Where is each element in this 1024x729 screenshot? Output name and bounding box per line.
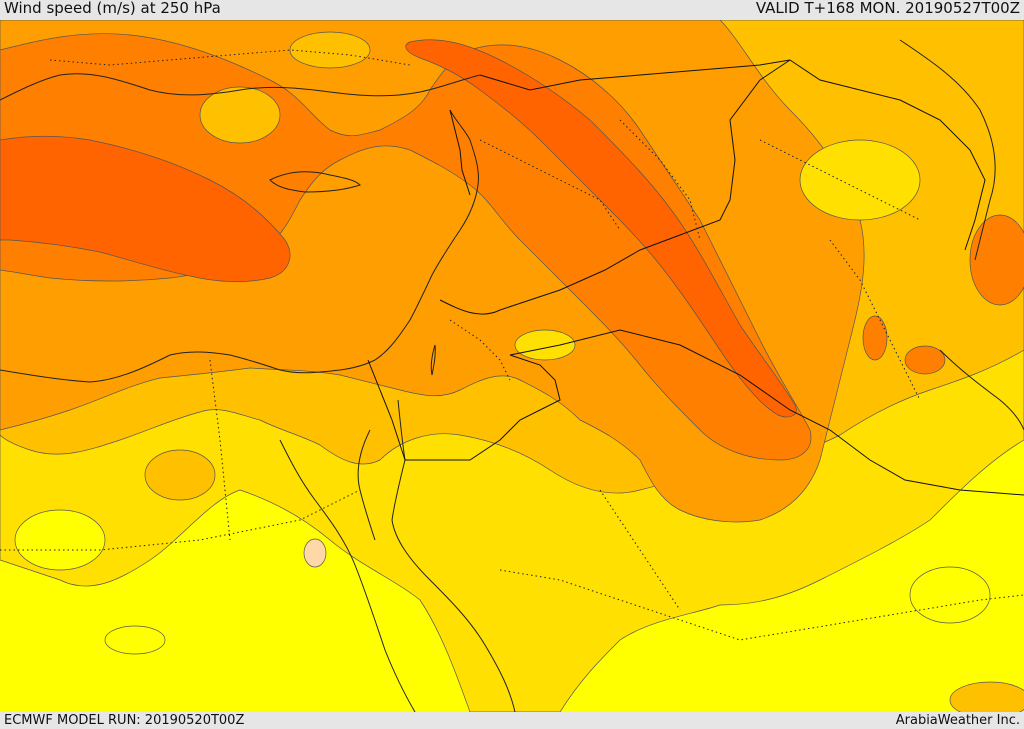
coastline-red-sea-east: [391, 459, 516, 712]
field-jet-core-east: [405, 39, 797, 418]
coastline-turkey: [0, 73, 481, 101]
admin-border-iraq-1: [619, 119, 701, 241]
admin-border-jordan: [449, 319, 511, 381]
coastline-cyprus: [269, 171, 361, 193]
admin-border-turkey: [49, 49, 411, 66]
field-spot-sinai: [303, 538, 327, 568]
field-spot-nw: [199, 86, 281, 144]
border-iraq-iran: [789, 59, 986, 251]
field-spot-east-2: [862, 315, 888, 361]
country-borders: [367, 59, 1024, 496]
valid-time: VALID T+168 MON. 20190527T00Z: [755, 0, 1020, 17]
field-spot-central: [514, 329, 576, 361]
field-spot-north: [799, 139, 921, 221]
border-jordan: [439, 299, 501, 315]
admin-border-egypt-1: [0, 489, 361, 551]
coastline-red-sea-west: [279, 439, 416, 712]
admin-border-saudi-2: [599, 489, 681, 611]
admin-border-iran: [829, 239, 921, 401]
border-syria-turkey: [479, 59, 791, 91]
admin-border-iraq-2: [759, 139, 921, 221]
wind-speed-map[interactable]: [0, 20, 1024, 712]
field-spot-west-weak: [14, 509, 106, 571]
coastline-gulf-aqaba: [397, 399, 406, 461]
map-header: Wind speed (m/s) at 250 hPa VALID T+168 …: [0, 0, 1024, 20]
admin-borders: [0, 49, 1024, 641]
border-saudi-north: [509, 329, 1024, 496]
coastline-egypt-levant: [0, 109, 479, 383]
map-footer: ECMWF MODEL RUN: 20190520T00Z ArabiaWeat…: [0, 712, 1024, 729]
border-egypt-israel: [367, 359, 406, 461]
border-lebanon-syria: [449, 109, 471, 196]
wind-field-canvas: [0, 20, 1024, 712]
model-run: ECMWF MODEL RUN: 20190520T00Z: [4, 713, 245, 728]
border-iraq-west: [499, 59, 791, 311]
field-spot-sw: [104, 625, 166, 655]
coastline-persian-gulf: [939, 349, 1024, 431]
field-spot-south: [909, 566, 991, 624]
border-saudi-jordan: [405, 354, 561, 461]
credit: ArabiaWeather Inc.: [895, 713, 1020, 728]
field-spot-east-1: [904, 345, 946, 375]
field-spot-east-3: [969, 214, 1024, 306]
field-jet-core-west: [0, 135, 291, 282]
field-spot-nw-2: [289, 31, 371, 69]
field-spot-sw-2: [144, 449, 216, 501]
field-spot-se: [949, 681, 1024, 712]
coastline-dead-sea: [430, 344, 436, 376]
coastline-caspian: [899, 39, 996, 261]
map-title: Wind speed (m/s) at 250 hPa: [4, 0, 221, 17]
